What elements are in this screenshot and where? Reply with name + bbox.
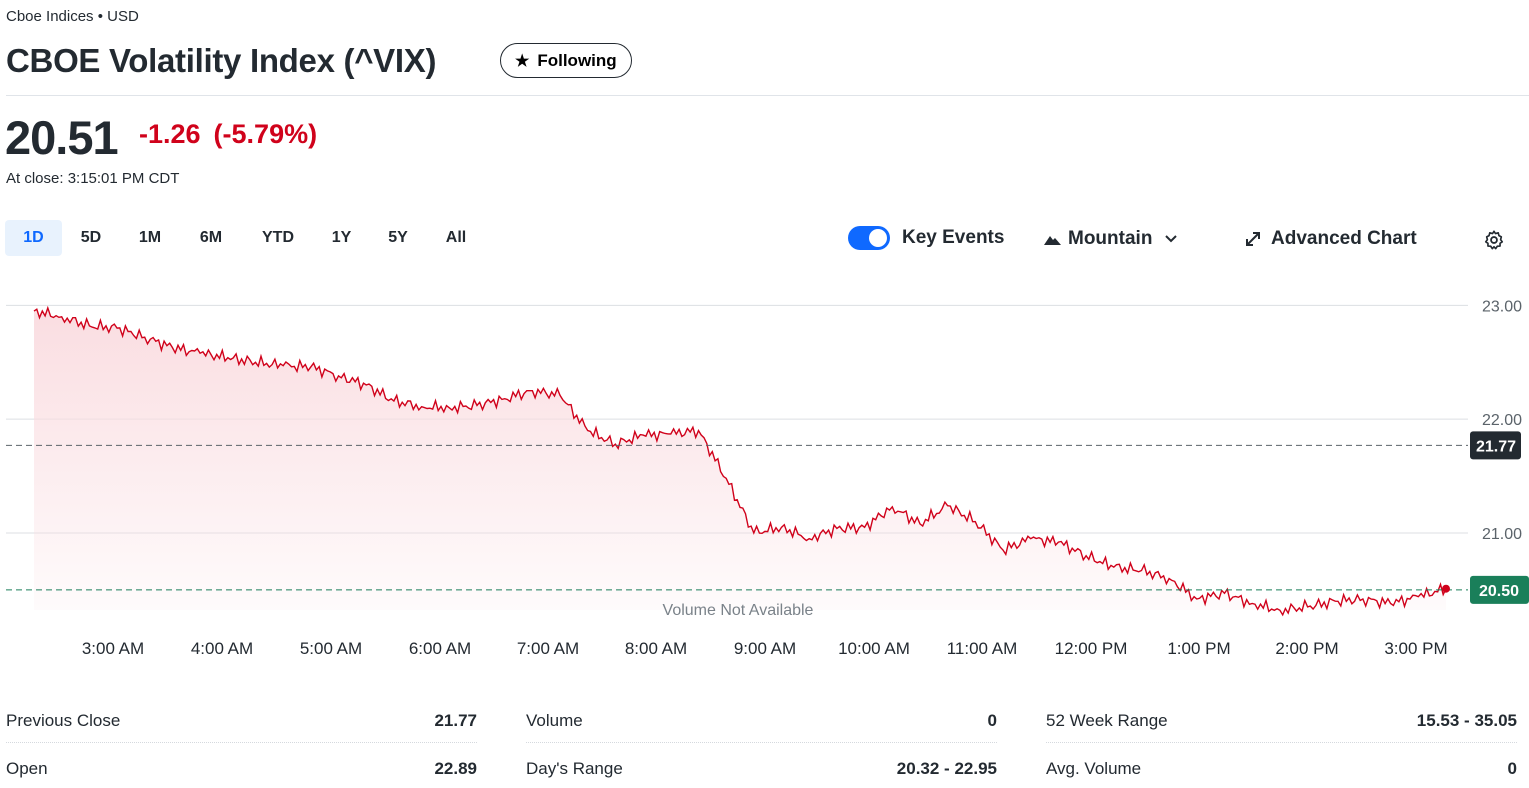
range-tab-ytd[interactable]: YTD — [262, 229, 294, 246]
exchange-info: Cboe Indices • USD — [6, 8, 139, 25]
stats-column-3: 52 Week Range 15.53 - 35.05 Avg. Volume … — [1046, 700, 1517, 788]
x-tick-label: 6:00 AM — [409, 639, 471, 658]
expand-icon — [1246, 232, 1260, 246]
stat-52-week-range: 52 Week Range 15.53 - 35.05 — [1046, 700, 1517, 743]
range-tab-5y[interactable]: 5Y — [388, 229, 408, 246]
range-tab-6m[interactable]: 6M — [199, 229, 223, 246]
star-icon: ★ — [515, 52, 530, 70]
stats-column-1: Previous Close 21.77 Open 22.89 — [6, 700, 477, 788]
price-area — [34, 307, 1446, 615]
x-tick-label: 5:00 AM — [300, 639, 362, 658]
previous-close-badge — [1470, 431, 1521, 460]
x-tick-label: 10:00 AM — [838, 639, 910, 658]
chevron-down-icon — [1165, 232, 1178, 246]
y-tick-label: 22.00 — [1482, 412, 1522, 429]
key-events-control: Key Events — [848, 226, 1004, 250]
price-chart[interactable]: 23.00 22.00 21.00 21.77 20.50 Volume Not Avai… — [0, 280, 1529, 670]
advanced-chart-button[interactable]: Advanced Chart — [1244, 228, 1417, 250]
x-tick-label: 4:00 AM — [191, 639, 253, 658]
volume-not-available-note: Volume Not Available — [663, 602, 814, 619]
quote-statistics: Previous Close 21.77 Open 22.89 Volume 0… — [6, 700, 1517, 788]
x-tick-label: 12:00 PM — [1055, 639, 1128, 658]
stat-volume: Volume 0 — [526, 700, 997, 743]
range-tab-1m[interactable]: 1M — [138, 229, 162, 246]
x-tick-label: 2:00 PM — [1275, 639, 1338, 658]
last-price-badge — [1470, 575, 1529, 604]
page-title: CBOE Volatility Index (^VIX) — [6, 42, 437, 79]
previous-close-label: 21.77 — [1476, 438, 1516, 455]
x-tick-label: 1:00 PM — [1167, 639, 1230, 658]
range-tab-1d[interactable]: 1D — [5, 220, 62, 256]
key-events-toggle[interactable] — [848, 226, 890, 250]
following-button[interactable]: ★ Following — [500, 43, 632, 78]
change-value: -1.26 — [139, 119, 201, 149]
chart-type-label: Mountain — [1068, 228, 1153, 249]
settings-gear-icon[interactable] — [1483, 229, 1505, 251]
range-tabs: 1D 5D 1M 6M YTD 1Y 5Y All — [5, 220, 485, 256]
stat-avg-volume: Avg. Volume 0 — [1046, 748, 1517, 788]
key-events-label: Key Events — [902, 227, 1005, 248]
stat-days-range: Day's Range 20.32 - 22.95 — [526, 748, 997, 788]
stat-previous-close: Previous Close 21.77 — [6, 700, 477, 743]
header-divider — [6, 95, 1529, 96]
last-price-dot — [1442, 584, 1450, 593]
current-price: 20.51 — [5, 111, 119, 164]
advanced-chart-label: Advanced Chart — [1271, 228, 1417, 249]
last-price-label: 20.50 — [1479, 583, 1519, 600]
close-time: At close: 3:15:01 PM CDT — [6, 170, 180, 187]
stats-column-2: Volume 0 Day's Range 20.32 - 22.95 — [526, 700, 997, 788]
y-tick-label: 21.00 — [1482, 526, 1522, 543]
stat-open: Open 22.89 — [6, 748, 477, 788]
x-tick-label: 9:00 AM — [734, 639, 796, 658]
chart-type-dropdown[interactable]: Mountain — [1044, 228, 1178, 250]
range-tab-5d[interactable]: 5D — [80, 229, 102, 246]
range-tab-1y[interactable]: 1Y — [331, 229, 352, 246]
change-percent: (-5.79%) — [213, 119, 318, 149]
following-label: Following — [537, 50, 617, 70]
mountain-icon — [1044, 235, 1061, 245]
x-tick-label: 8:00 AM — [625, 639, 687, 658]
range-tab-all[interactable]: All — [445, 229, 467, 246]
price-change: -1.26 (-5.79%) — [139, 119, 317, 150]
x-tick-label: 3:00 PM — [1384, 639, 1447, 658]
price-line — [33, 305, 1447, 617]
x-tick-label: 3:00 AM — [82, 639, 144, 658]
x-tick-label: 7:00 AM — [517, 639, 579, 658]
y-tick-label: 23.00 — [1482, 298, 1522, 315]
x-tick-label: 11:00 AM — [947, 639, 1018, 658]
